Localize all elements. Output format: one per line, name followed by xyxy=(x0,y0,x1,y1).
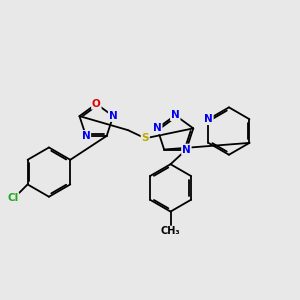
Text: N: N xyxy=(182,145,191,154)
Text: N: N xyxy=(109,111,118,121)
Text: N: N xyxy=(153,123,162,134)
Text: Cl: Cl xyxy=(7,193,18,203)
Text: N: N xyxy=(82,131,90,141)
Text: N: N xyxy=(171,110,180,120)
Text: O: O xyxy=(92,99,101,109)
Text: S: S xyxy=(142,133,149,143)
Text: CH₃: CH₃ xyxy=(161,226,180,236)
Text: N: N xyxy=(204,114,213,124)
